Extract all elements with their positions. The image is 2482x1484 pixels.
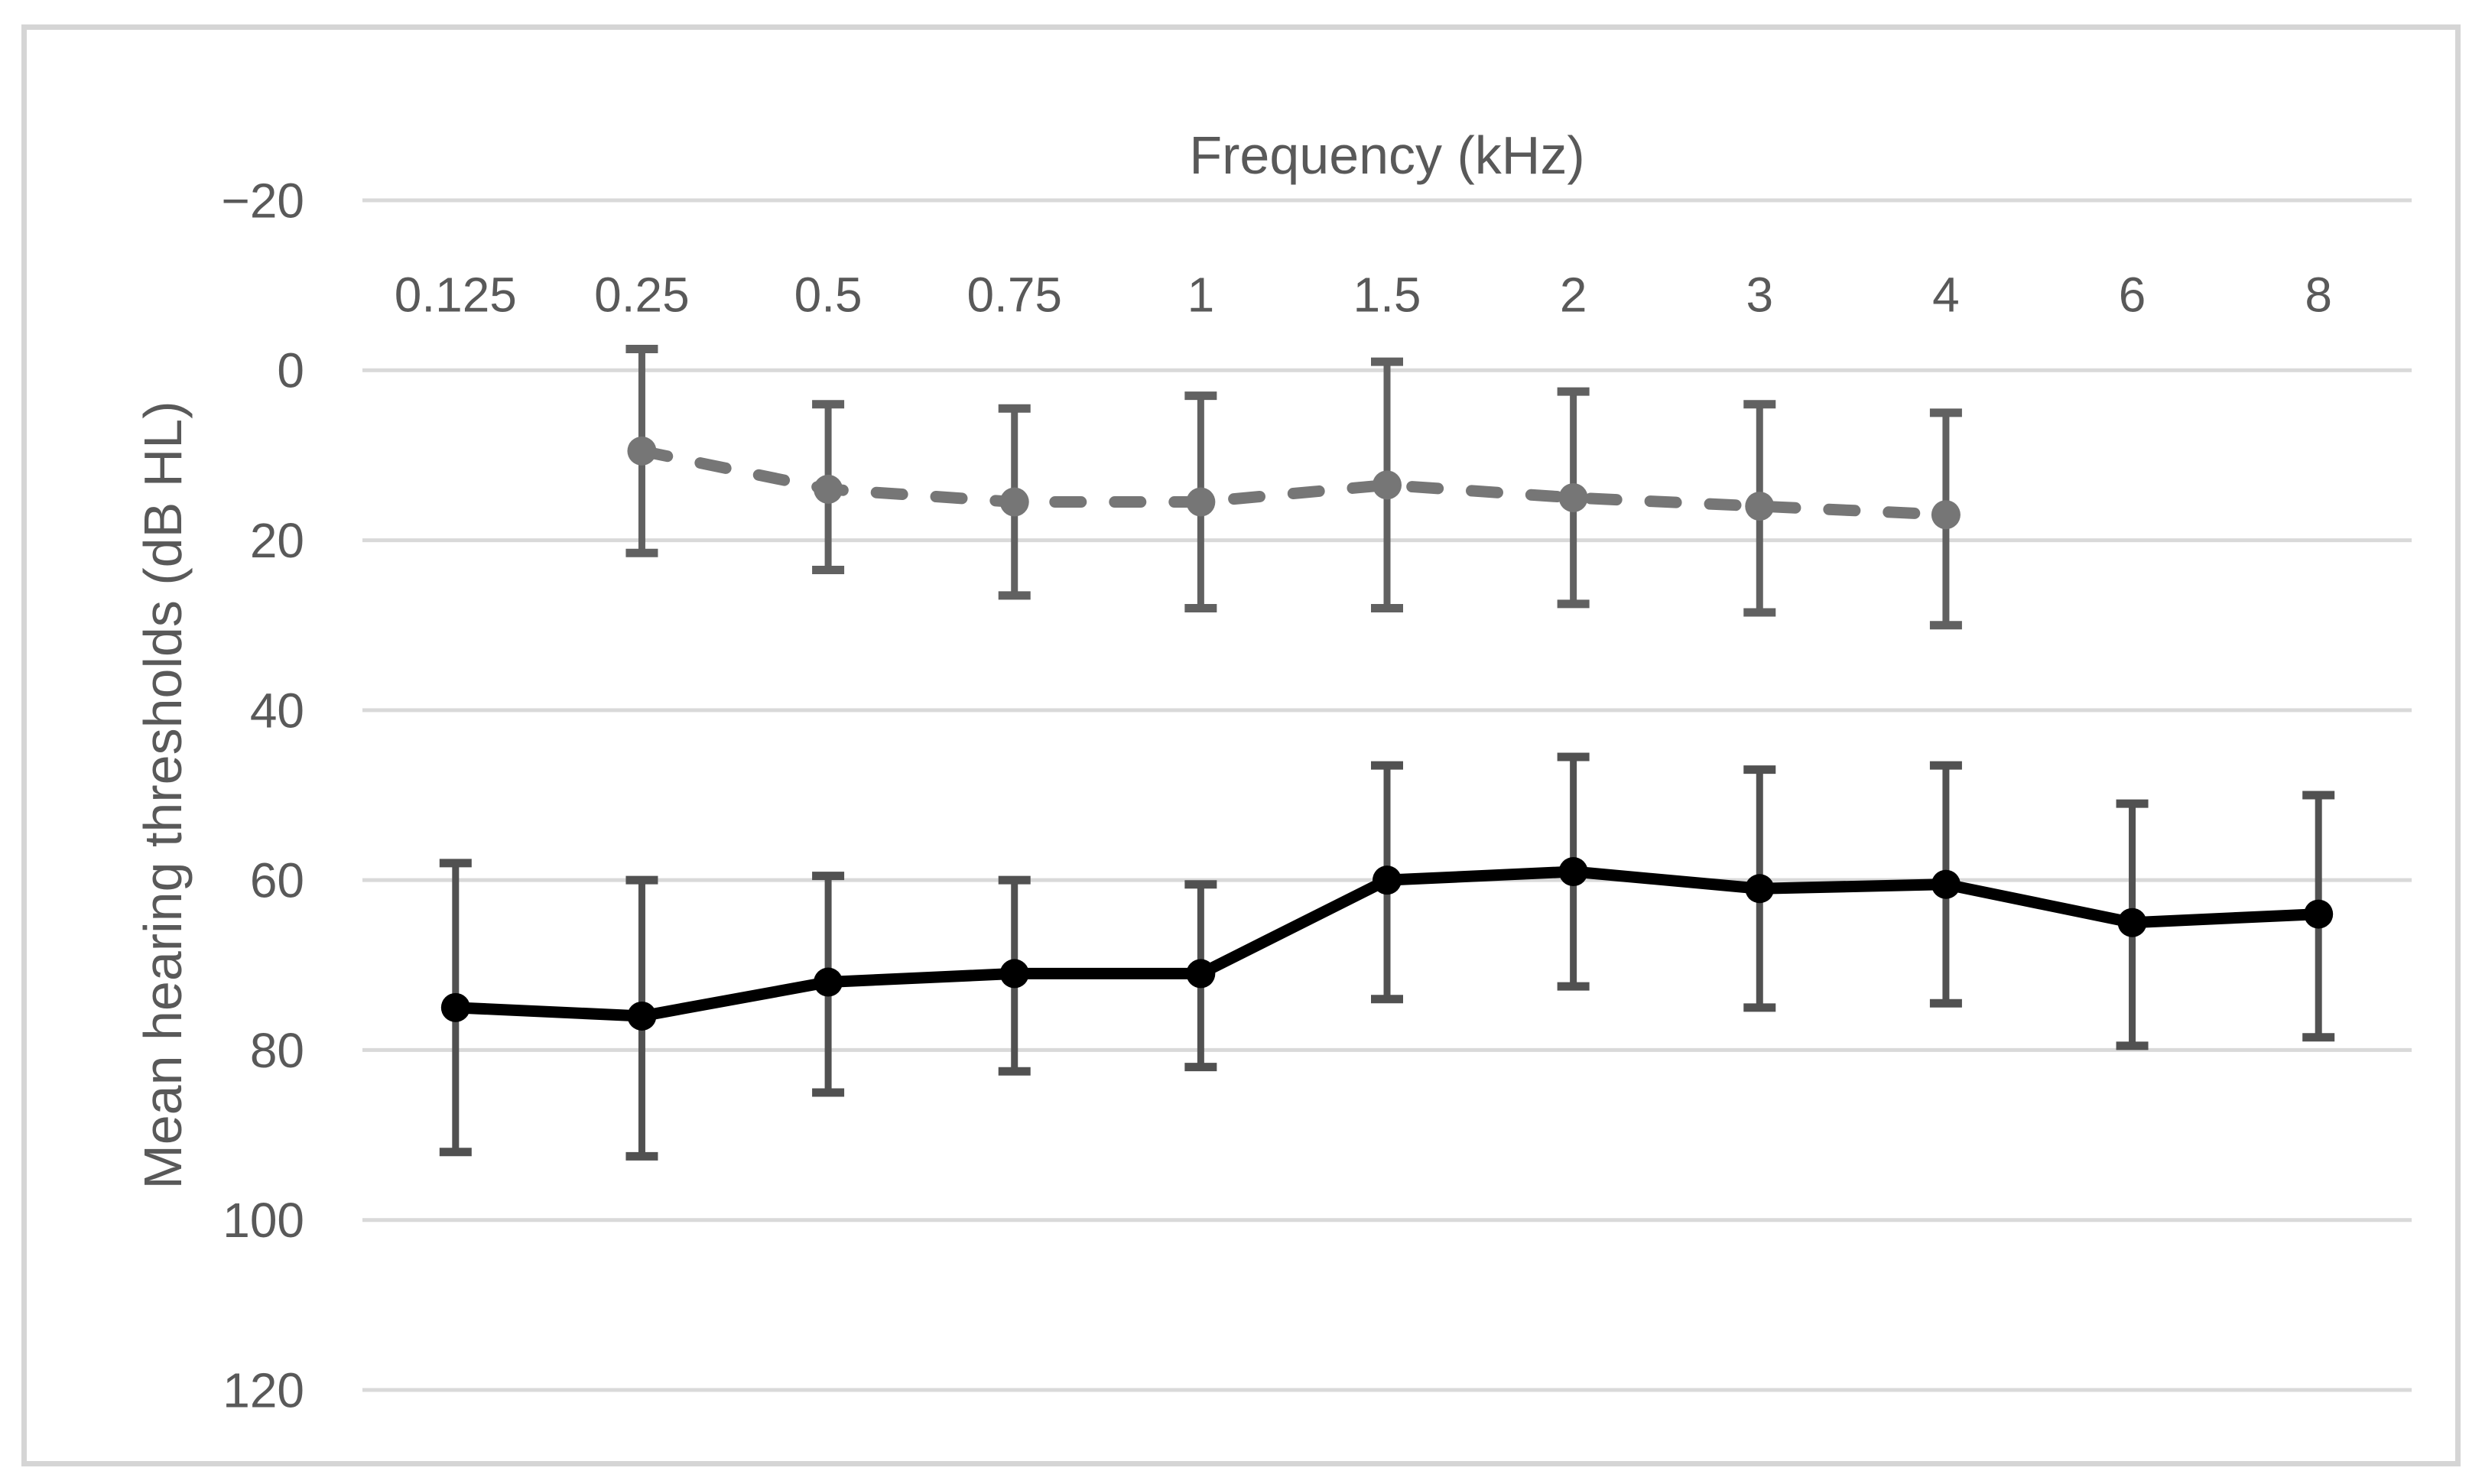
y-tick-label: 40 (250, 683, 304, 738)
y-tick-label: 80 (250, 1023, 304, 1078)
gray-dashed-series-data-point (1558, 483, 1588, 512)
gray-dashed-series-data-point (1745, 492, 1775, 521)
x-tick-label: 0.5 (794, 267, 863, 322)
y-tick-label: 60 (250, 853, 304, 908)
black-solid-series-data-point (999, 959, 1029, 989)
x-tick-label: 1.5 (1353, 267, 1421, 322)
y-tick-label: −20 (221, 173, 304, 228)
gray-dashed-series-data-point (1931, 500, 1961, 530)
x-tick-label: 2 (1560, 267, 1587, 322)
x-tick-label: 0.75 (966, 267, 1062, 322)
black-solid-series-data-point (1373, 865, 1402, 895)
gray-dashed-series-data-point (1373, 470, 1402, 500)
gray-dashed-series-data-point (999, 487, 1029, 517)
x-tick-label: 1 (1187, 267, 1215, 322)
black-solid-series-data-point (2117, 908, 2147, 937)
black-solid-series-data-point (1931, 869, 1961, 899)
black-solid-series-data-point (627, 1001, 657, 1031)
x-tick-label: 8 (2305, 267, 2332, 322)
gray-dashed-series-data-point (1186, 487, 1216, 517)
y-tick-label: 100 (223, 1193, 304, 1248)
black-solid-series-data-point (1186, 959, 1216, 989)
x-tick-label: 0.25 (594, 267, 690, 322)
x-tick-label: 0.125 (395, 267, 517, 322)
y-tick-label: 20 (250, 513, 304, 568)
y-tick-label: 0 (277, 343, 304, 398)
black-solid-series-data-point (1558, 857, 1588, 887)
figure-border (21, 24, 2461, 1466)
gray-dashed-series-line (635, 445, 1952, 521)
black-solid-series-data-point (1745, 874, 1775, 904)
x-tick-label: 6 (2119, 267, 2146, 322)
black-solid-series-data-point (440, 992, 470, 1022)
black-solid-series-data-point (814, 967, 843, 997)
gray-dashed-series-data-point (814, 474, 843, 504)
x-tick-label: 3 (1746, 267, 1773, 322)
x-tick-label: 4 (1932, 267, 1960, 322)
y-tick-label: 120 (223, 1362, 304, 1417)
black-solid-series-data-point (2304, 899, 2334, 929)
x-axis-title: Frequency (kHz) (1189, 125, 1585, 185)
gray-dashed-series-data-point (627, 436, 657, 466)
